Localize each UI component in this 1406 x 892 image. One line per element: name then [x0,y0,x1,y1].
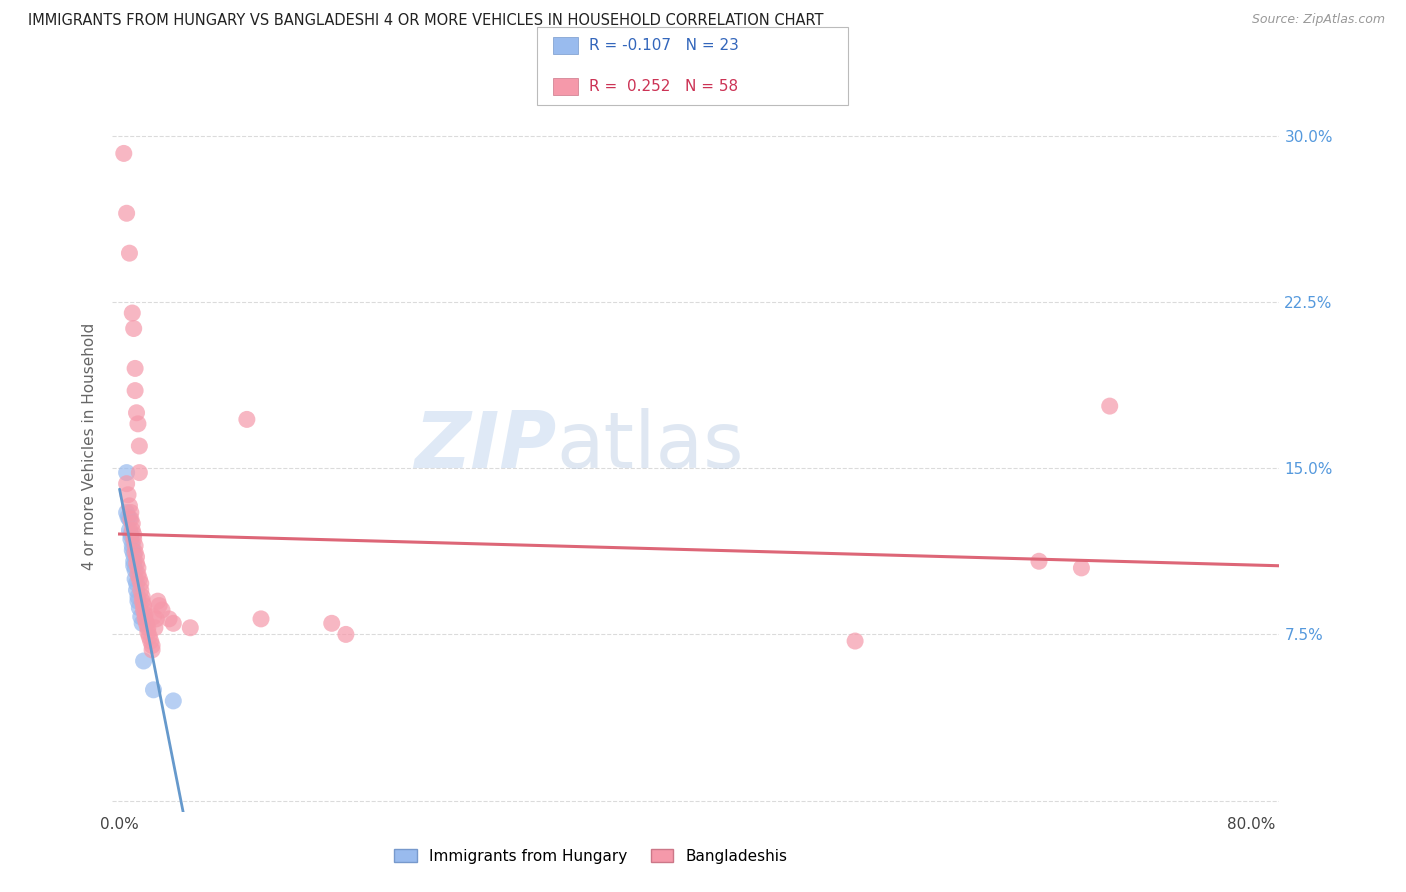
Point [132,603,155,617]
Point [1098,399,1121,413]
Point [128,466,150,480]
Point [121,523,143,537]
Point [120,512,142,526]
Point [139,634,162,648]
Point [127,594,149,608]
Point [141,643,163,657]
Point [117,488,139,502]
Point [157,612,180,626]
Point [120,506,142,520]
Point [162,694,184,708]
Point [118,499,141,513]
Point [122,554,145,568]
Point [131,594,153,608]
Point [120,532,142,546]
Point [121,543,143,558]
Point [125,576,148,591]
Point [115,466,138,480]
Point [129,583,152,598]
Point [122,558,145,573]
Point [118,512,141,526]
Point [146,594,169,608]
Text: R =  0.252   N = 58: R = 0.252 N = 58 [589,79,738,94]
Point [128,600,150,615]
Point [129,609,152,624]
Point [112,146,135,161]
Text: ZIP: ZIP [413,408,555,484]
Point [143,621,166,635]
Point [124,563,146,577]
Point [122,532,145,546]
Point [125,549,148,564]
Point [118,523,141,537]
Point [132,654,155,668]
Legend: Immigrants from Hungary, Bangladeshis: Immigrants from Hungary, Bangladeshis [388,843,794,870]
Point [124,539,146,553]
Point [122,527,145,541]
Point [124,384,146,398]
Point [118,246,141,260]
Point [124,572,146,586]
Point [1028,554,1050,568]
Point [124,545,146,559]
Point [127,417,149,431]
Point [179,621,201,635]
Point [122,321,145,335]
Point [844,634,866,648]
Point [134,607,156,622]
Point [121,306,143,320]
Point [138,630,160,644]
Point [236,412,259,426]
Y-axis label: 4 or more Vehicles in Household: 4 or more Vehicles in Household [82,322,97,570]
Point [132,599,155,613]
Point [127,567,149,582]
Point [115,476,138,491]
Point [128,572,150,586]
Point [142,609,165,624]
Point [131,590,153,604]
Point [142,682,165,697]
Point [122,548,145,562]
Point [115,506,138,520]
Point [335,627,357,641]
Point [125,583,148,598]
Point [134,612,156,626]
Point [128,439,150,453]
Point [145,612,167,626]
Point [121,516,143,531]
Text: R = -0.107   N = 23: R = -0.107 N = 23 [589,38,740,53]
Point [117,510,139,524]
Point [127,590,149,604]
Point [250,612,273,626]
Point [136,625,159,640]
Point [120,527,142,541]
Point [136,621,159,635]
Point [1070,561,1092,575]
Point [121,539,143,553]
Point [162,616,184,631]
Point [124,361,146,376]
Point [127,561,149,575]
Text: IMMIGRANTS FROM HUNGARY VS BANGLADESHI 4 OR MORE VEHICLES IN HOUSEHOLD CORRELATI: IMMIGRANTS FROM HUNGARY VS BANGLADESHI 4… [28,13,824,29]
Point [150,603,173,617]
Point [115,206,138,220]
Text: Source: ZipAtlas.com: Source: ZipAtlas.com [1251,13,1385,27]
Point [129,576,152,591]
Text: atlas: atlas [555,408,744,484]
Point [125,406,148,420]
Point [321,616,343,631]
Point [141,639,163,653]
Point [148,599,170,613]
Point [125,557,148,571]
Point [131,616,153,631]
Point [135,616,157,631]
